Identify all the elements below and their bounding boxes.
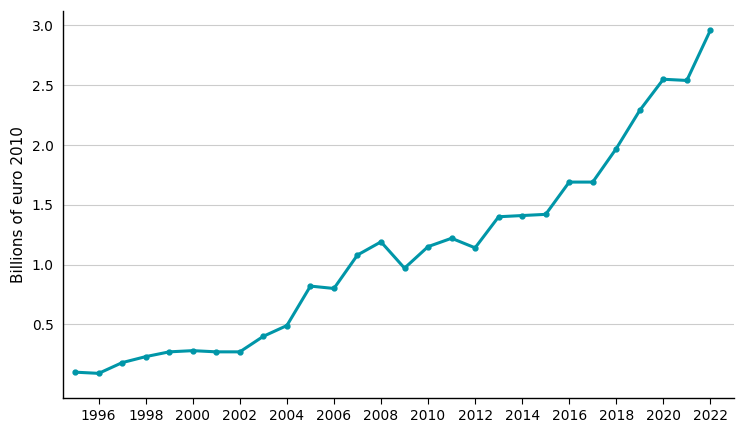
Y-axis label: Billions of euro 2010: Billions of euro 2010 — [11, 126, 26, 283]
